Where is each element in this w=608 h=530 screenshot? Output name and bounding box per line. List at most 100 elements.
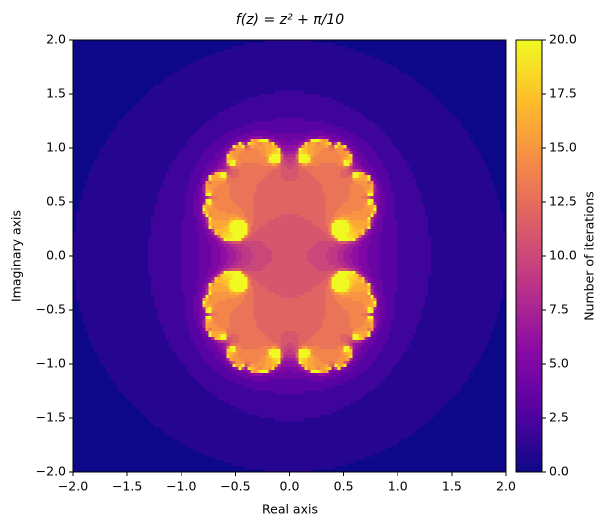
heatmap-cell: [307, 70, 312, 74]
heatmap-cell: [469, 46, 474, 50]
heatmap-cell: [265, 94, 270, 98]
heatmap-cell: [190, 70, 194, 74]
heatmap-cell: [310, 70, 315, 74]
heatmap-cell: [154, 55, 158, 59]
heatmap-cell: [415, 88, 420, 92]
heatmap-cell: [304, 64, 309, 68]
heatmap-cell: [112, 43, 116, 47]
heatmap-cell: [301, 46, 306, 50]
heatmap-cell: [412, 61, 417, 65]
heatmap-cell: [268, 97, 273, 101]
heatmap-cell: [403, 82, 408, 86]
heatmap-cell: [391, 76, 396, 80]
heatmap-cell: [229, 88, 233, 92]
heatmap-cell: [298, 46, 303, 50]
heatmap-cell: [373, 79, 378, 83]
heatmap-cell: [466, 58, 471, 62]
heatmap-cell: [385, 94, 390, 98]
heatmap-cell: [445, 40, 450, 44]
heatmap-cell: [370, 91, 375, 95]
heatmap-cell: [421, 88, 426, 92]
heatmap-cell: [178, 97, 182, 101]
heatmap-cell: [181, 94, 185, 98]
heatmap-cell: [181, 52, 185, 56]
heatmap-cell: [394, 40, 399, 44]
heatmap-cell: [349, 52, 354, 56]
heatmap-cell: [436, 46, 441, 50]
heatmap-cell: [436, 58, 441, 62]
heatmap-cell: [151, 49, 155, 53]
heatmap-cell: [406, 73, 411, 77]
heatmap-cell: [124, 82, 128, 86]
heatmap-cell: [211, 88, 215, 92]
heatmap-cell: [439, 43, 444, 47]
heatmap-cell: [85, 40, 89, 44]
heatmap-cell: [334, 88, 339, 92]
heatmap-cell: [433, 88, 438, 92]
heatmap-cell: [178, 61, 182, 65]
heatmap-cell: [196, 43, 200, 47]
heatmap-cell: [457, 79, 462, 83]
heatmap-cell: [223, 76, 227, 80]
heatmap-cell: [286, 94, 291, 98]
heatmap-cell: [151, 76, 155, 80]
heatmap-cell: [193, 94, 197, 98]
heatmap-cell: [379, 67, 384, 71]
heatmap-cell: [469, 82, 474, 86]
heatmap-cell: [412, 64, 417, 68]
heatmap-cell: [418, 70, 423, 74]
heatmap-cell: [286, 97, 291, 101]
heatmap-cell: [247, 73, 252, 77]
heatmap-cell: [109, 70, 113, 74]
heatmap-cell: [310, 91, 315, 95]
heatmap-cell: [94, 82, 98, 86]
heatmap-cell: [439, 79, 444, 83]
heatmap-cell: [421, 43, 426, 47]
heatmap-cell: [487, 76, 492, 80]
heatmap-cell: [244, 55, 249, 59]
heatmap-cell: [154, 85, 158, 89]
heatmap-cell: [196, 76, 200, 80]
heatmap-cell: [400, 94, 405, 98]
heatmap-cell: [109, 73, 113, 77]
heatmap-cell: [322, 70, 327, 74]
heatmap-cell: [160, 82, 164, 86]
heatmap-cell: [265, 67, 270, 71]
heatmap-cell: [307, 85, 312, 89]
heatmap-cell: [268, 52, 273, 56]
heatmap-cell: [493, 97, 498, 101]
heatmap-cell: [193, 79, 197, 83]
heatmap-cell: [271, 46, 276, 50]
heatmap-cell: [373, 73, 378, 77]
heatmap-cell: [121, 64, 125, 68]
heatmap-cell: [313, 49, 318, 53]
heatmap-cell: [469, 79, 474, 83]
heatmap-cell: [250, 88, 255, 92]
heatmap-cell: [478, 64, 483, 68]
heatmap-cell: [232, 94, 236, 98]
heatmap-cell: [280, 52, 285, 56]
heatmap-cell: [82, 46, 86, 50]
heatmap-cell: [142, 52, 146, 56]
heatmap-cell: [442, 88, 447, 92]
heatmap-cell: [271, 97, 276, 101]
heatmap-cell: [214, 49, 218, 53]
heatmap-cell: [412, 43, 417, 47]
heatmap-cell: [130, 52, 134, 56]
heatmap-cell: [394, 85, 399, 89]
heatmap-cell: [331, 70, 336, 74]
heatmap-cell: [415, 58, 420, 62]
heatmap-cell: [334, 43, 339, 47]
heatmap-cell: [496, 97, 501, 101]
heatmap-cell: [358, 94, 363, 98]
heatmap-cell: [478, 85, 483, 89]
heatmap-cell: [346, 76, 351, 80]
heatmap-cell: [478, 46, 483, 50]
heatmap-cell: [466, 67, 471, 71]
heatmap-cell: [283, 46, 288, 50]
heatmap-cell: [475, 67, 480, 71]
heatmap-cell: [409, 61, 414, 65]
heatmap-cell: [388, 79, 393, 83]
heatmap-cell: [112, 40, 116, 44]
heatmap-cell: [73, 100, 77, 104]
